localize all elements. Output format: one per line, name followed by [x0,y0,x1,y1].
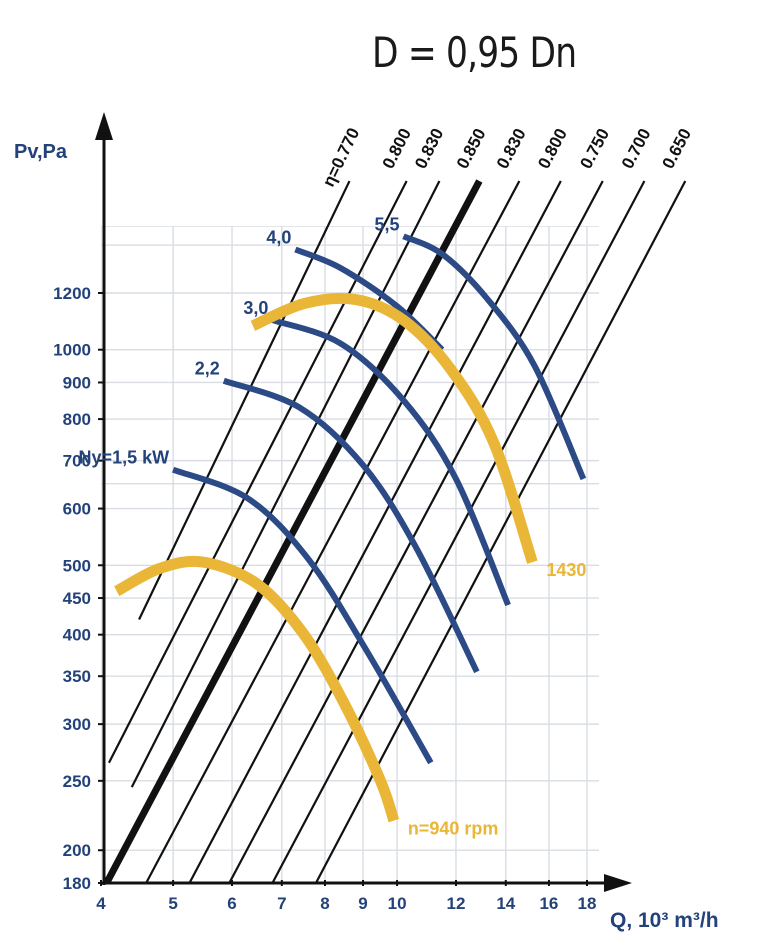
x-tick-label: 4 [96,894,106,913]
speed-curve [250,292,538,564]
power-curve [402,233,587,481]
efficiency-label: 0.850 [453,125,490,171]
y-tick-label: 300 [63,715,91,734]
efficiency-label: 0.800 [534,125,571,171]
power-curve-label: Ny=1,5 kW [79,448,170,468]
y-tick-label: 180 [63,874,91,893]
y-tick-label: 500 [63,556,91,575]
efficiency-line [107,180,408,764]
efficiency-label: 0.650 [658,125,695,172]
power-curve [271,317,511,607]
efficiency-label: 0.830 [493,125,530,171]
y-tick-label: 800 [63,410,91,429]
chart-title: D = 0,95 Dn [372,28,577,77]
power-curve-label: 3,0 [243,298,268,318]
efficiency-line [271,180,646,884]
power-curve [172,466,434,765]
efficiency-label: 0.700 [618,125,655,171]
y-tick-label: 250 [63,772,91,791]
chart-title-area: D = 0,95 Dn [0,28,764,88]
x-tick-label: 7 [277,894,286,913]
efficiency-line [130,180,441,788]
efficiency-label: 0.800 [379,125,415,172]
efficiency-label: 0.830 [411,125,447,172]
efficiency-line [103,179,483,885]
x-tick-label: 8 [320,894,329,913]
y-tick-label: 700 [63,452,91,471]
y-axis-label: Pv,Pa [14,141,68,163]
x-tick-label: 16 [539,894,558,913]
curve-labels: Ny=1,5 kW 2,2 3,0 4,0 5,5 n=940 rpm 1430 [79,214,587,838]
x-tick-label: 6 [227,894,236,913]
efficiency-lines [103,179,687,885]
x-tick-label: 12 [447,894,466,913]
efficiency-line [228,180,604,884]
power-curve-label: 5,5 [374,214,399,234]
y-tick-label: 1200 [53,284,91,303]
axes [95,112,632,892]
x-tick-label: 18 [578,894,597,913]
speed-curve [114,555,400,823]
efficiency-line [188,180,562,884]
y-tick-label: 600 [63,500,91,519]
x-tick-label: 9 [358,894,367,913]
x-tick-label: 14 [496,894,515,913]
speed-curve-label: n=940 rpm [408,819,499,839]
y-tick-label: 200 [63,841,91,860]
x-axis-arrow [604,874,632,892]
x-axis-label: Q, 10³ m³/h [610,909,719,932]
y-tick-label: 900 [63,373,91,392]
x-tick-label: 5 [168,894,177,913]
y-axis-arrow [95,112,113,140]
y-tick-label: 350 [63,667,91,686]
x-tick-label: 10 [388,894,407,913]
y-tick-label: 400 [63,626,91,645]
y-tick-label: 450 [63,589,91,608]
speed-curve-label: 1430 [546,560,586,580]
efficiency-line [138,180,351,620]
efficiency-label: η=0.770 [319,125,363,190]
grid [101,226,599,884]
power-curve-label: 4,0 [266,228,291,248]
efficiency-line [145,180,521,884]
tick-labels: 4 5 6 7 8 9 10 12 14 16 18 180 200 250 300 350 400 450 500… [53,284,596,913]
power-curve-label: 2,2 [195,359,220,379]
efficiency-label: 0.750 [576,125,613,171]
speed-curves [114,292,538,823]
y-tick-label: 1000 [53,341,91,360]
power-curve [222,377,480,674]
